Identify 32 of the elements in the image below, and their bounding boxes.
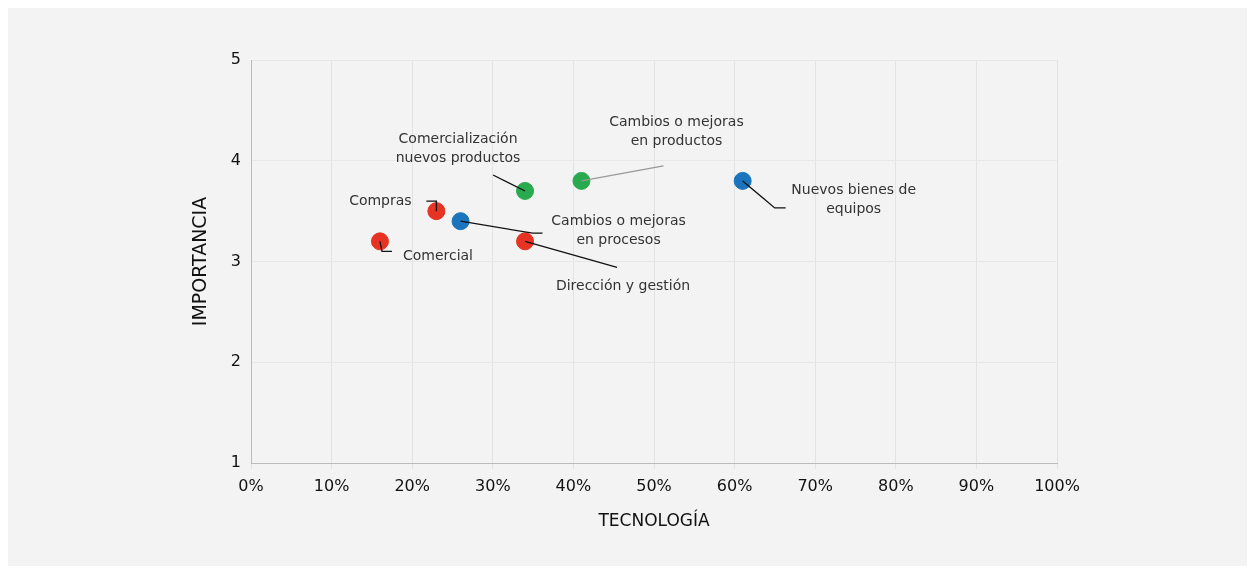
point	[427, 202, 446, 221]
annotation: Comercial	[402, 246, 474, 263]
annotation: Compras	[349, 191, 412, 208]
x-tick-label: 60%	[716, 475, 753, 495]
annotation: Cambios o mejoras en procesos	[551, 212, 686, 248]
x-tick-label: 10%	[313, 475, 350, 495]
point	[516, 181, 535, 200]
x-tick-label: 30%	[475, 475, 511, 495]
y-tick-label: 2	[230, 351, 241, 371]
y-tick-label: 1	[230, 452, 241, 472]
point	[370, 232, 389, 251]
x-tick-label: 20%	[394, 475, 430, 495]
annotation: Comercialización nuevos productos	[395, 130, 521, 166]
x-axis-title: TECNOLOGÍA	[597, 509, 710, 531]
annotation: Dirección y gestión	[555, 276, 691, 293]
x-tick-label: 100%	[1034, 475, 1080, 495]
x-tick-label: 70%	[797, 475, 833, 495]
y-tick-label: 3	[230, 250, 241, 270]
annotation: Cambios o mejoras en productos	[609, 113, 744, 149]
point	[733, 171, 752, 190]
y-tick-label: 5	[230, 49, 241, 69]
point	[451, 212, 470, 231]
point	[572, 171, 591, 190]
y-tick-label: 4	[230, 149, 241, 169]
x-tick-label: 90%	[958, 475, 995, 495]
y-axis-title: IMPORTANCIA	[188, 196, 211, 327]
x-tick-label: 0%	[238, 475, 264, 495]
x-tick-label: 80%	[878, 475, 914, 495]
x-tick-label: 50%	[636, 475, 672, 495]
annotation: Nuevos bienes de equipos	[791, 181, 916, 217]
x-tick-label: 40%	[555, 475, 592, 495]
point	[516, 232, 535, 251]
